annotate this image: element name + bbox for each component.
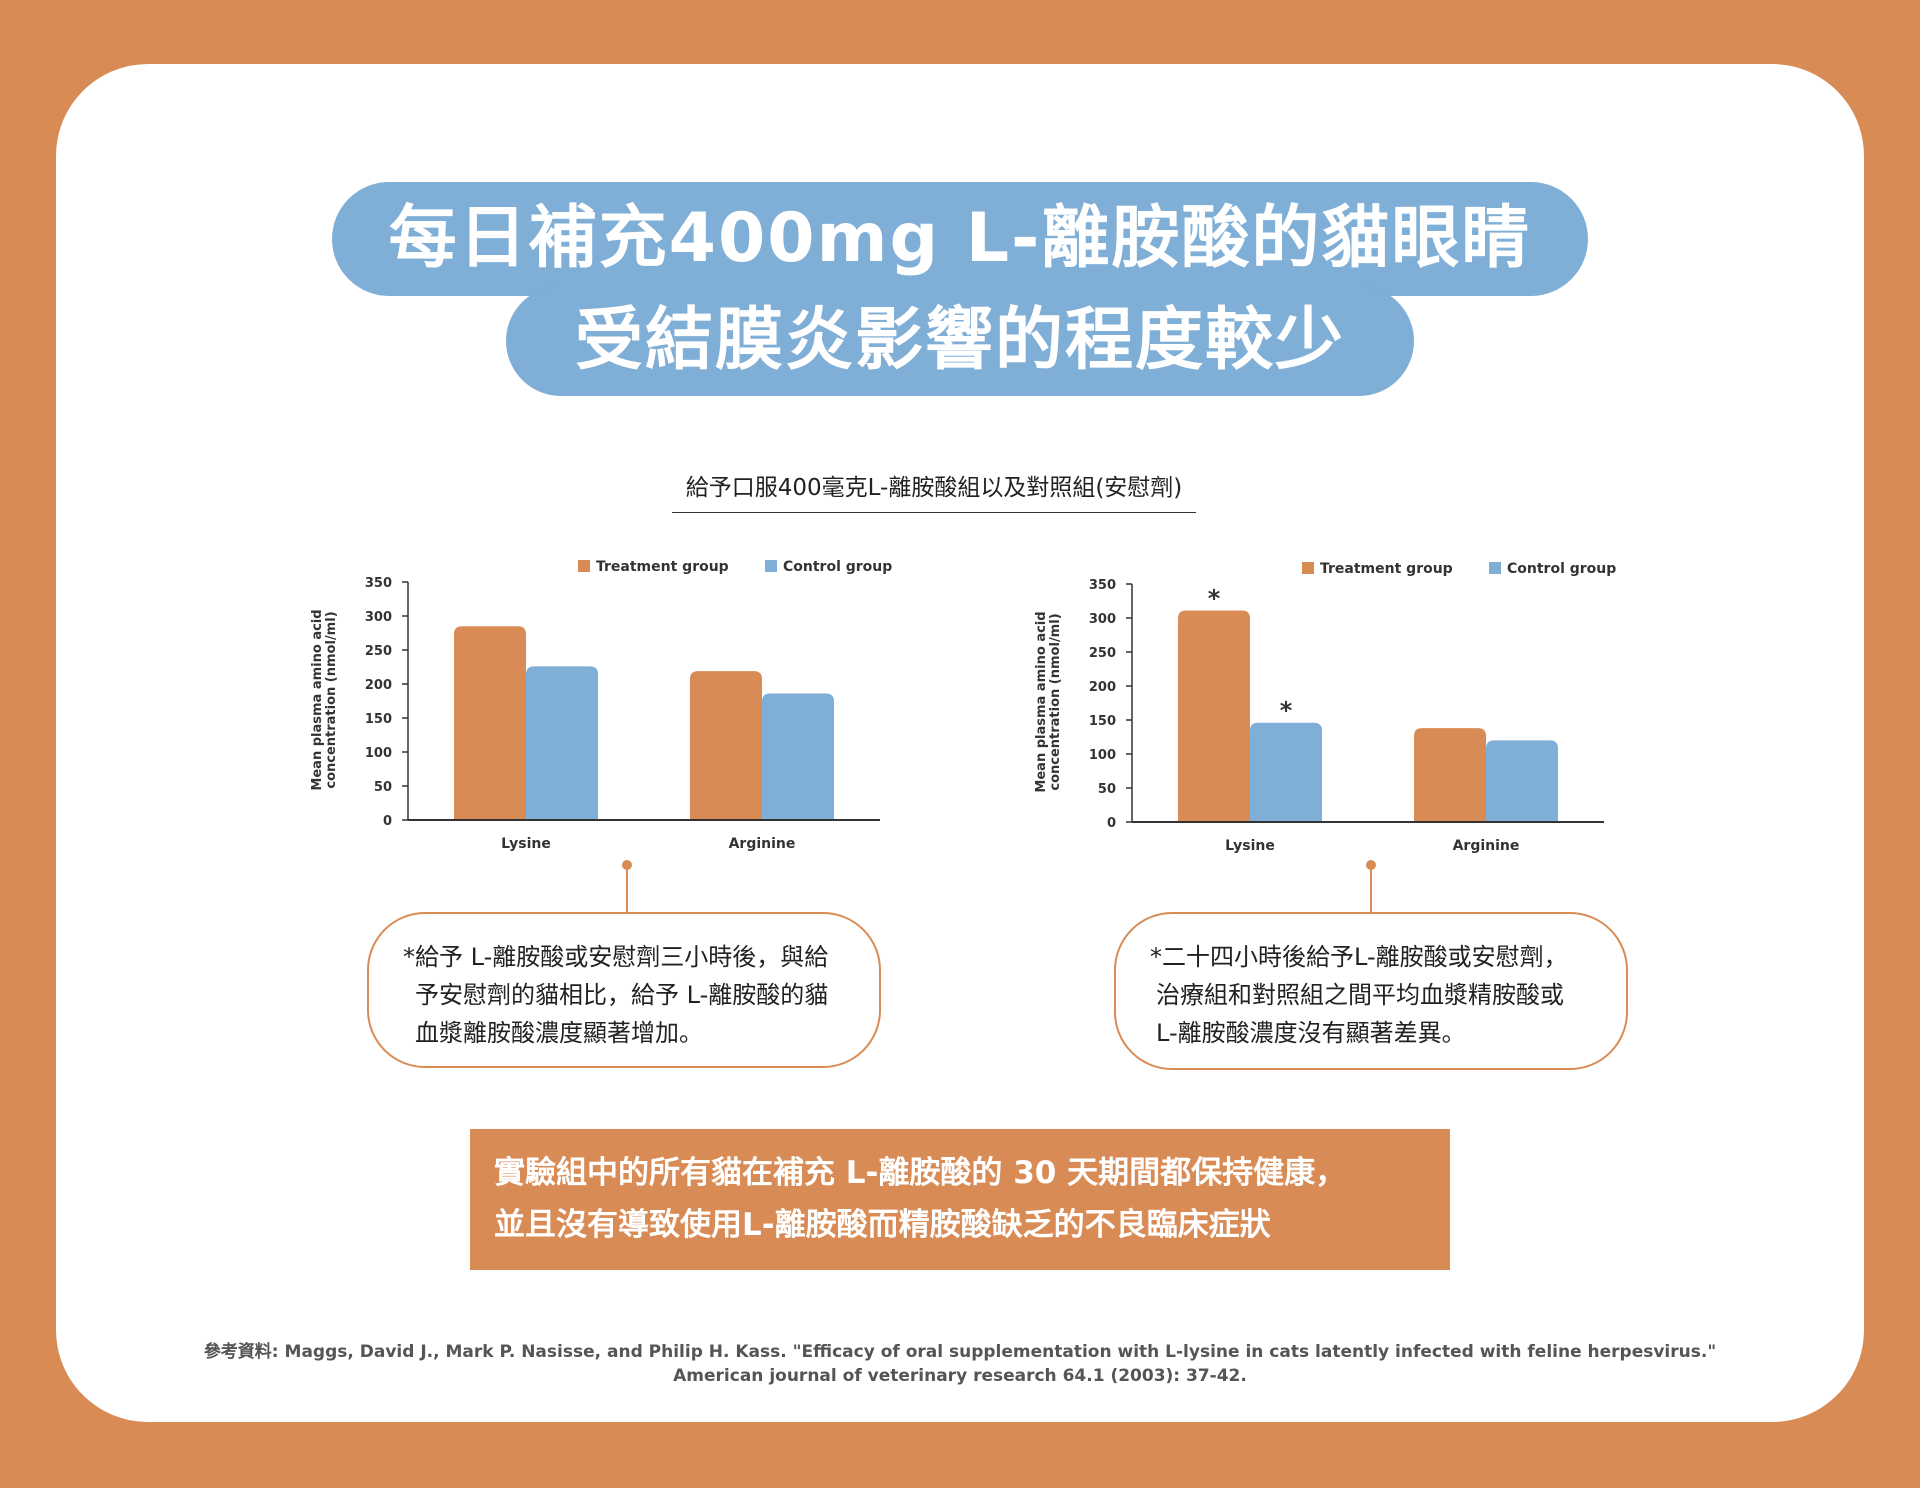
bar-chart-24-hours: Mean plasma amino acid concentration (nmo… [1034, 561, 1616, 854]
bar-treatment-group-arginine [690, 671, 762, 820]
legend-swatch-treatment-group [578, 560, 590, 572]
y-tick-label: 250 [365, 644, 392, 659]
legend-swatch-control-group [1489, 562, 1501, 574]
legend-swatch-control-group [765, 560, 777, 572]
y-tick-label: 300 [365, 610, 392, 625]
bar-control-group-arginine [762, 693, 834, 820]
y-tick-label: 250 [1089, 646, 1116, 661]
bar-control-group-arginine [1486, 740, 1558, 822]
note-left-line: *給予 L-離胺酸或安慰劑三小時後，與給 [403, 943, 829, 971]
bar-control-group-lysine [526, 666, 598, 820]
conclusion-line-2: 並且沒有導致使用L-離胺酸而精胺酸缺乏的不良臨床症狀 [494, 1207, 1271, 1243]
note-right-line: *二十四小時後給予L-離胺酸或安慰劑， [1150, 943, 1568, 971]
conclusion-banner: 實驗組中的所有貓在補充 L-離胺酸的 30 天期間都保持健康， 並且沒有導致使用… [470, 1129, 1450, 1270]
legend-label-treatment-group: Treatment group [1320, 561, 1453, 577]
y-tick-label: 50 [1098, 782, 1116, 797]
y-tick-label: 150 [365, 712, 392, 727]
x-category-label: Lysine [501, 836, 551, 852]
y-tick-label: 0 [383, 814, 392, 829]
bar-control-group-lysine [1250, 722, 1322, 822]
y-tick-label: 200 [365, 678, 392, 693]
legend-label-treatment-group: Treatment group [596, 559, 729, 575]
y-tick-label: 100 [365, 746, 392, 761]
y-axis-title-line2: concentration (nmol/ml) [324, 611, 339, 788]
legend-label-control-group: Control group [1507, 561, 1616, 577]
note-left-line: 予安慰劑的貓相比，給予 L-離胺酸的貓 [415, 981, 829, 1009]
y-tick-label: 0 [1107, 816, 1116, 831]
reference-citation: 參考資料: Maggs, David J., Mark P. Nasisse, … [200, 1340, 1720, 1388]
y-tick-label: 200 [1089, 680, 1116, 695]
y-tick-label: 100 [1089, 748, 1116, 763]
note-right-line: 治療組和對照組之間平均血漿精胺酸或 [1156, 981, 1564, 1009]
bar-treatment-group-lysine [1178, 610, 1250, 822]
significance-asterisk: * [1280, 697, 1293, 725]
significance-asterisk: * [1208, 585, 1221, 613]
note-callout-left: *給予 L-離胺酸或安慰劑三小時後，與給 予安慰劑的貓相比，給予 L-離胺酸的貓… [367, 912, 881, 1068]
reference-line-1: 參考資料: Maggs, David J., Mark P. Nasisse, … [203, 1342, 1717, 1362]
y-tick-label: 50 [374, 780, 392, 795]
note-right-line: L-離胺酸濃度沒有顯著差異。 [1156, 1019, 1466, 1047]
x-category-label: Arginine [729, 836, 796, 852]
connector-line-left [626, 866, 628, 912]
y-axis-title-line1: Mean plasma amino acid [310, 609, 325, 790]
bar-treatment-group-lysine [454, 626, 526, 820]
connector-dot-left [622, 860, 632, 870]
y-tick-label: 300 [1089, 612, 1116, 627]
reference-line-2: American journal of veterinary research … [673, 1366, 1247, 1386]
legend-label-control-group: Control group [783, 559, 892, 575]
bar-chart-3-hours: Mean plasma amino acid concentration (nmo… [310, 559, 892, 852]
conclusion-line-1: 實驗組中的所有貓在補充 L-離胺酸的 30 天期間都保持健康， [494, 1155, 1347, 1191]
note-left-line: 血漿離胺酸濃度顯著增加。 [415, 1019, 703, 1047]
x-category-label: Arginine [1453, 838, 1520, 854]
y-axis-title-line2: concentration (nmol/ml) [1048, 613, 1063, 790]
y-tick-label: 350 [1089, 578, 1116, 593]
page-title-line2: 受結膜炎影響的程度較少 [506, 286, 1414, 396]
connector-line-right [1370, 866, 1372, 912]
legend-swatch-treatment-group [1302, 562, 1314, 574]
x-category-label: Lysine [1225, 838, 1275, 854]
y-tick-label: 350 [365, 576, 392, 591]
note-callout-right: *二十四小時後給予L-離胺酸或安慰劑， 治療組和對照組之間平均血漿精胺酸或 L-… [1114, 912, 1628, 1070]
y-axis-title-line1: Mean plasma amino acid [1034, 611, 1049, 792]
connector-dot-right [1366, 860, 1376, 870]
y-tick-label: 150 [1089, 714, 1116, 729]
page-title-line1: 每日補充400mg L-離胺酸的貓眼睛 [332, 182, 1588, 296]
figure-subtitle: 給予口服400毫克L-離胺酸組以及對照組(安慰劑) [672, 468, 1196, 513]
bar-treatment-group-arginine [1414, 728, 1486, 822]
